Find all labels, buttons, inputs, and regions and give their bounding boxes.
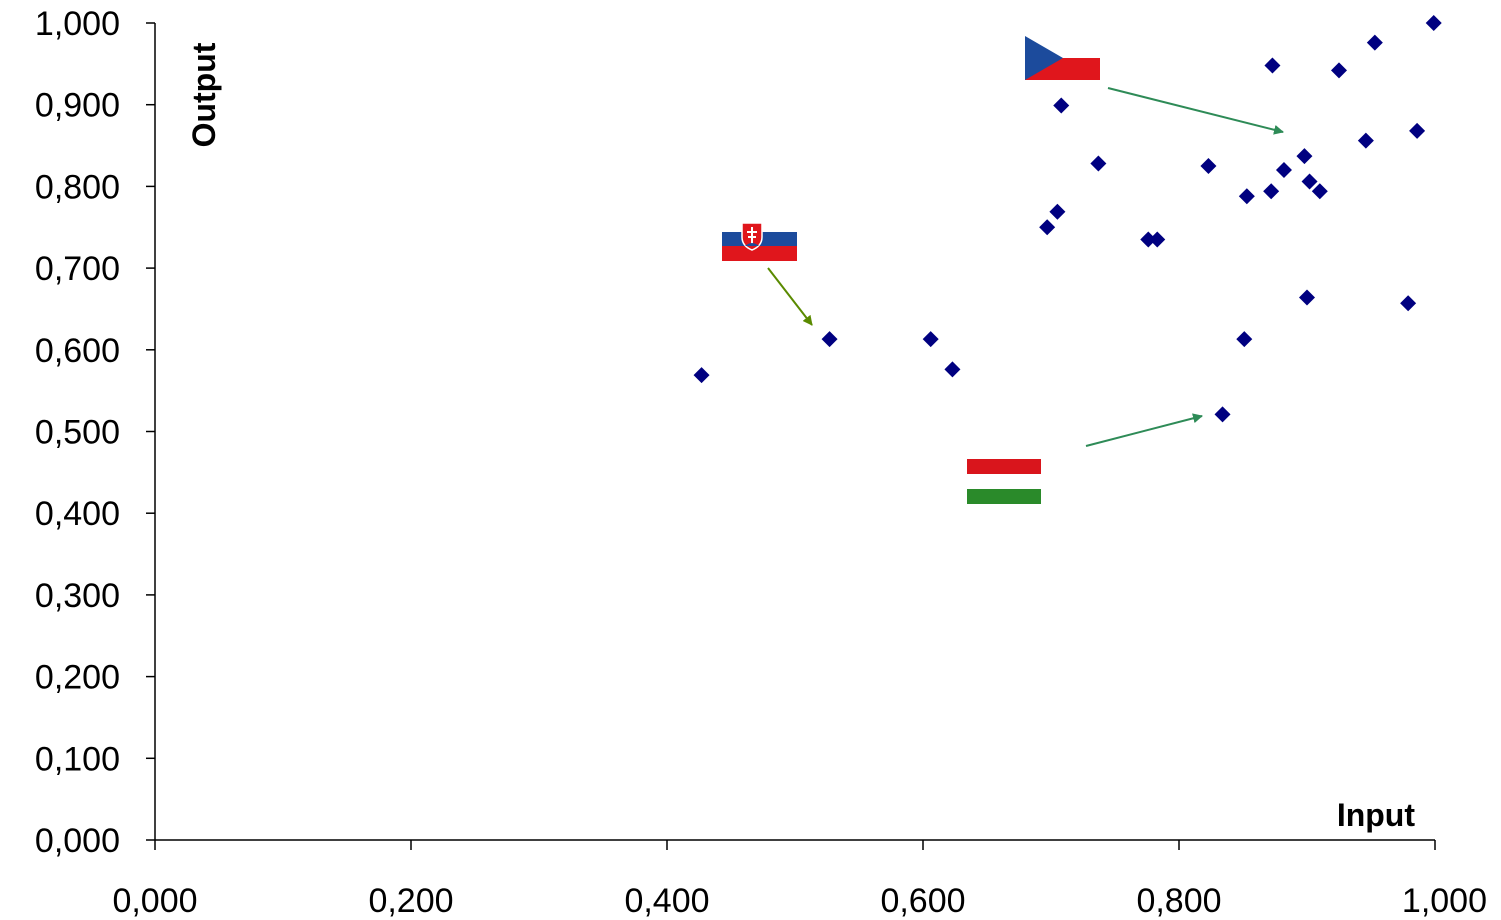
- x-tick-label: 1,000: [1402, 882, 1487, 920]
- slovakia-arrow: [767, 267, 813, 326]
- data-point: [1311, 183, 1328, 200]
- y-axis-title: Output: [186, 42, 222, 147]
- y-tick-label: 0,600: [35, 332, 120, 370]
- czech-flag-icon: [1025, 36, 1100, 80]
- data-point: [1049, 203, 1066, 220]
- x-axis-title: Input: [1337, 797, 1416, 833]
- x-tick-label: 0,000: [112, 882, 197, 920]
- data-point: [1263, 183, 1280, 200]
- data-point: [1140, 231, 1157, 248]
- data-point: [922, 331, 939, 348]
- data-point: [1400, 295, 1417, 312]
- y-tick-label: 1,000: [35, 5, 120, 43]
- czech-arrow: [1107, 87, 1284, 135]
- data-point: [1357, 132, 1374, 149]
- x-tick-label: 0,800: [1136, 882, 1221, 920]
- data-point: [1053, 97, 1070, 114]
- data-point: [1425, 15, 1442, 31]
- axes: [146, 22, 1436, 850]
- x-tick-label: 0,200: [368, 882, 453, 920]
- data-point: [944, 361, 961, 378]
- y-tick-label: 0,900: [35, 87, 120, 125]
- y-tick-label: 0,500: [35, 414, 120, 452]
- data-point: [1331, 62, 1347, 79]
- y-tick-label: 0,100: [35, 740, 120, 778]
- data-point: [1299, 289, 1315, 306]
- data-point: [1296, 148, 1313, 165]
- data-point: [1039, 219, 1056, 236]
- data-point: [1366, 34, 1383, 51]
- data-point: [1149, 231, 1166, 248]
- data-point: [1090, 155, 1107, 172]
- data-point: [1200, 157, 1217, 174]
- y-tick-label: 0,300: [35, 577, 120, 615]
- x-tick-label: 0,600: [880, 882, 965, 920]
- data-point: [1236, 331, 1253, 348]
- y-tick-label: 0,200: [35, 659, 120, 697]
- flags: [722, 36, 1100, 504]
- hungary-flag-icon: [967, 459, 1041, 504]
- data-points: [693, 15, 1442, 423]
- hungary-arrow: [1085, 413, 1203, 447]
- data-point: [1275, 162, 1292, 179]
- data-point: [1301, 173, 1318, 190]
- y-tick-label: 0,800: [35, 168, 120, 206]
- data-point: [1264, 57, 1281, 74]
- data-point: [821, 331, 838, 348]
- y-tick-labels: 0,000 0,100 0,200 0,300 0,400 0,500 0,600 0,700…: [35, 5, 120, 860]
- x-tick-label: 0,400: [624, 882, 709, 920]
- data-point: [1238, 188, 1255, 205]
- y-tick-label: 0,400: [35, 495, 120, 533]
- data-point: [1214, 406, 1231, 423]
- y-tick-label: 0,700: [35, 250, 120, 288]
- y-tick-label: 0,000: [35, 822, 120, 860]
- x-tick-labels: 0,000 0,200 0,400 0,600 0,800 1,000: [112, 882, 1487, 920]
- slovakia-flag-icon: [722, 217, 797, 261]
- data-point: [693, 367, 710, 384]
- data-point: [1409, 122, 1426, 139]
